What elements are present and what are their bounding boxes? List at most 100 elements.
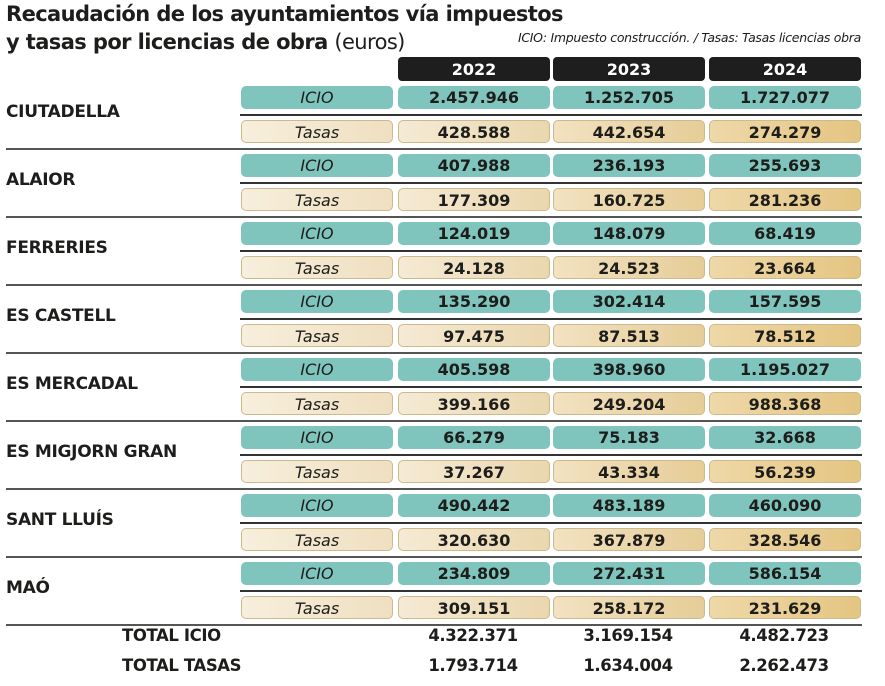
icio-value: 407.988: [398, 154, 550, 177]
icio-value: 1.252.705: [553, 86, 705, 109]
icio-value: 255.693: [709, 154, 861, 177]
chart-title: Recaudación de los ayuntamientos vía imp…: [6, 0, 564, 56]
tasas-value: 43.334: [553, 460, 705, 483]
total-value: 1.634.004: [583, 656, 673, 675]
row-divider: [240, 318, 862, 320]
icio-value: 398.960: [553, 358, 705, 381]
municipality-label: MAÓ: [6, 578, 50, 598]
icio-value: 483.189: [553, 494, 705, 517]
group-divider: [6, 420, 862, 422]
icio-value: 2.457.946: [398, 86, 550, 109]
municipality-label: SANT LLUÍS: [6, 510, 114, 530]
row-type-tasas: Tasas: [241, 256, 393, 279]
year-header: 2022: [398, 57, 550, 81]
row-type-icio: ICIO: [241, 222, 393, 245]
row-type-tasas: Tasas: [241, 324, 393, 347]
icio-value: 586.154: [709, 562, 861, 585]
municipality-label: ES CASTELL: [6, 306, 116, 326]
tasas-value: 177.309: [398, 188, 550, 211]
icio-value: 32.668: [709, 426, 861, 449]
row-type-tasas: Tasas: [241, 460, 393, 483]
tasas-value: 160.725: [553, 188, 705, 211]
total-label: TOTAL ICIO: [122, 626, 221, 645]
icio-value: 1.727.077: [709, 86, 861, 109]
title-unit: (euros): [334, 30, 405, 54]
row-type-tasas: Tasas: [241, 188, 393, 211]
total-value: 2.262.473: [739, 656, 829, 675]
tasas-value: 274.279: [709, 120, 861, 143]
row-type-tasas: Tasas: [241, 392, 393, 415]
total-value: 1.793.714: [428, 656, 518, 675]
row-type-tasas: Tasas: [241, 528, 393, 551]
total-label: TOTAL TASAS: [122, 656, 242, 675]
icio-value: 68.419: [709, 222, 861, 245]
icio-value: 1.195.027: [709, 358, 861, 381]
row-divider: [240, 454, 862, 456]
icio-value: 135.290: [398, 290, 550, 313]
tasas-value: 24.523: [553, 256, 705, 279]
row-type-icio: ICIO: [241, 494, 393, 517]
municipality-label: ES MIGJORN GRAN: [6, 442, 177, 462]
row-type-icio: ICIO: [241, 562, 393, 585]
row-divider: [240, 590, 862, 592]
row-divider: [240, 522, 862, 524]
icio-value: 124.019: [398, 222, 550, 245]
total-value: 3.169.154: [583, 626, 673, 645]
tasas-value: 442.654: [553, 120, 705, 143]
tasas-value: 258.172: [553, 596, 705, 619]
icio-value: 302.414: [553, 290, 705, 313]
municipality-label: FERRERIES: [6, 238, 108, 258]
icio-value: 66.279: [398, 426, 550, 449]
icio-value: 236.193: [553, 154, 705, 177]
group-divider: [6, 284, 862, 286]
icio-value: 234.809: [398, 562, 550, 585]
tasas-value: 320.630: [398, 528, 550, 551]
year-header: 2023: [553, 57, 705, 81]
row-type-icio: ICIO: [241, 426, 393, 449]
icio-value: 157.595: [709, 290, 861, 313]
row-type-tasas: Tasas: [241, 596, 393, 619]
total-value: 4.322.371: [428, 626, 518, 645]
tasas-value: 97.475: [398, 324, 550, 347]
tasas-value: 367.879: [553, 528, 705, 551]
row-type-icio: ICIO: [241, 358, 393, 381]
icio-value: 405.598: [398, 358, 550, 381]
tasas-value: 231.629: [709, 596, 861, 619]
tasas-value: 37.267: [398, 460, 550, 483]
tasas-value: 281.236: [709, 188, 861, 211]
row-type-icio: ICIO: [241, 154, 393, 177]
group-divider: [6, 556, 862, 558]
total-value: 4.482.723: [739, 626, 829, 645]
tasas-value: 23.664: [709, 256, 861, 279]
municipality-label: ES MERCADAL: [6, 374, 138, 394]
tasas-value: 328.546: [709, 528, 861, 551]
group-divider: [6, 488, 862, 490]
row-divider: [240, 386, 862, 388]
tasas-value: 87.513: [553, 324, 705, 347]
icio-value: 272.431: [553, 562, 705, 585]
year-header: 2024: [709, 57, 861, 81]
legend-note: ICIO: Impuesto construcción. / Tasas: Ta…: [517, 30, 861, 45]
icio-value: 460.090: [709, 494, 861, 517]
tasas-value: 56.239: [709, 460, 861, 483]
icio-value: 75.183: [553, 426, 705, 449]
tasas-value: 428.588: [398, 120, 550, 143]
group-divider: [6, 624, 862, 626]
tasas-value: 24.128: [398, 256, 550, 279]
group-divider: [6, 148, 862, 150]
row-type-tasas: Tasas: [241, 120, 393, 143]
municipality-label: CIUTADELLA: [6, 102, 120, 122]
tasas-value: 988.368: [709, 392, 861, 415]
tasas-value: 399.166: [398, 392, 550, 415]
row-type-icio: ICIO: [241, 86, 393, 109]
group-divider: [6, 216, 862, 218]
icio-value: 148.079: [553, 222, 705, 245]
title-line-1: Recaudación de los ayuntamientos vía imp…: [6, 2, 564, 26]
row-divider: [240, 182, 862, 184]
tasas-value: 78.512: [709, 324, 861, 347]
tasas-value: 309.151: [398, 596, 550, 619]
tasas-value: 249.204: [553, 392, 705, 415]
group-divider: [6, 352, 862, 354]
municipality-label: ALAIOR: [6, 170, 76, 190]
title-line-2: y tasas por licencias de obra: [6, 30, 328, 54]
